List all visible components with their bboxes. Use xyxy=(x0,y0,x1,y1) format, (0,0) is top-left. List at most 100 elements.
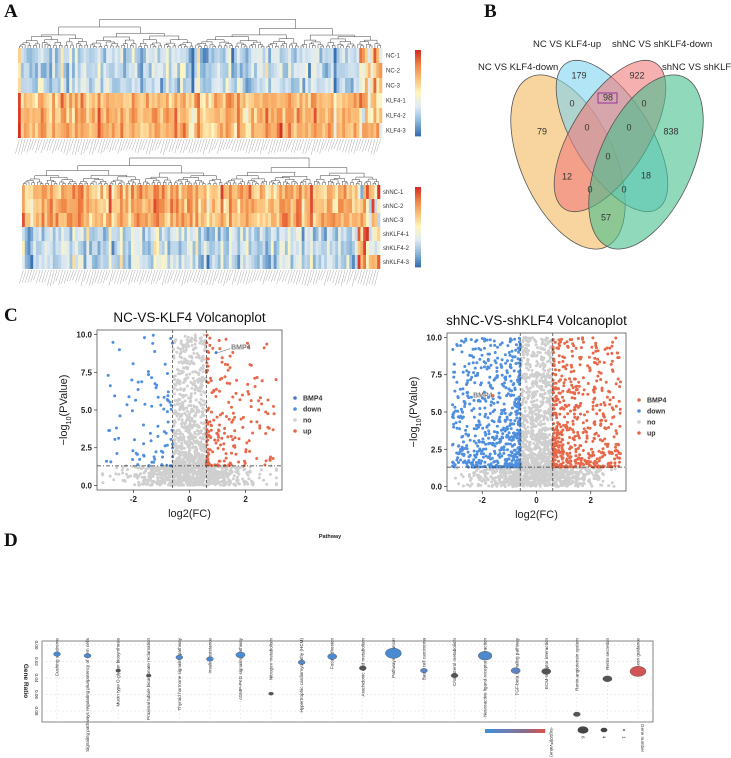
heatmap-cell xyxy=(35,199,40,213)
heatmap-cell xyxy=(22,227,26,241)
heatmap-cell xyxy=(63,199,68,213)
dendrogram-branch xyxy=(346,46,350,48)
heatmap-cell xyxy=(83,93,87,108)
point-no xyxy=(486,478,490,482)
gene-label xyxy=(60,138,66,153)
gene-label xyxy=(242,269,248,284)
dendrogram-branch xyxy=(280,44,285,48)
heatmap-cell xyxy=(265,227,269,241)
point-no xyxy=(193,379,197,383)
heatmap-cell xyxy=(108,255,112,269)
heatmap-cell xyxy=(316,108,320,123)
heatmap-cell xyxy=(43,48,47,63)
heatmap-cell xyxy=(251,93,255,108)
heatmap-cell xyxy=(119,199,123,213)
heatmap-cell xyxy=(137,63,141,78)
heatmap-cell xyxy=(254,227,258,241)
heatmap-cell xyxy=(324,255,328,269)
point-no xyxy=(175,402,179,406)
dendrogram-branch xyxy=(303,179,311,184)
heatmap-cell xyxy=(133,199,137,213)
heatmap-cell xyxy=(80,93,84,108)
heatmap-cell xyxy=(312,255,316,269)
colorbar-segment xyxy=(415,251,421,254)
heatmap-cell xyxy=(217,227,221,241)
heatmap-cell xyxy=(265,108,269,123)
heatmap-cell xyxy=(288,93,292,108)
heatmap-cell xyxy=(236,108,241,123)
heatmap-cell xyxy=(226,213,230,227)
heatmap-cell xyxy=(379,108,383,123)
heatmap-cell xyxy=(94,108,98,123)
dendrogram-branch xyxy=(53,44,57,48)
heatmap-cell xyxy=(57,63,61,78)
heatmap-cell xyxy=(187,255,191,269)
heatmap-cell xyxy=(128,123,133,138)
heatmap-cell xyxy=(225,93,229,108)
heatmap-cell xyxy=(268,255,272,269)
point-no xyxy=(531,400,535,404)
point-no xyxy=(190,457,194,461)
heatmap-cell xyxy=(126,108,130,123)
panel-letter-a: A xyxy=(4,1,18,22)
heatmap-cell xyxy=(279,63,283,78)
gene-label xyxy=(298,269,304,283)
gene-label xyxy=(211,138,216,151)
heatmap-cell xyxy=(242,108,246,123)
heatmap-cell xyxy=(332,185,336,199)
heatmap-cell xyxy=(38,185,42,199)
heatmap-cell xyxy=(262,199,266,213)
heatmap-cell xyxy=(228,123,232,138)
heatmap-cell xyxy=(326,241,330,255)
y-tick-label: 7.5 xyxy=(81,368,93,377)
heatmap-cell xyxy=(343,213,347,227)
point-no xyxy=(193,342,197,346)
point-up xyxy=(220,436,224,440)
gene-label xyxy=(117,138,123,155)
point-no xyxy=(583,477,587,480)
heatmap-cell xyxy=(256,185,261,199)
point-down xyxy=(130,409,134,413)
dendrogram-branch xyxy=(236,42,244,47)
point-no xyxy=(183,406,187,410)
dendrogram-branch xyxy=(31,36,52,41)
heatmap-cell xyxy=(117,199,121,213)
point-up xyxy=(227,417,231,421)
heatmap-cell xyxy=(159,227,163,241)
heatmap-cell xyxy=(191,63,195,78)
heatmap-cell xyxy=(164,255,168,269)
gene-label xyxy=(91,269,97,285)
heatmap-cell xyxy=(80,78,84,93)
point-up xyxy=(245,441,249,445)
heatmap-cell xyxy=(330,48,334,63)
heatmap-cell xyxy=(240,199,244,213)
point-no xyxy=(274,482,278,486)
heatmap-cell xyxy=(310,255,314,269)
heatmap-cell xyxy=(154,48,158,63)
heatmap-cell xyxy=(134,48,138,63)
heatmap-cell xyxy=(226,185,230,199)
heatmap-cell xyxy=(305,63,309,78)
dendrogram-branch xyxy=(363,39,378,44)
dendrogram-branch xyxy=(149,35,180,40)
colorbar-segment xyxy=(415,105,421,109)
colorbar-segment xyxy=(415,239,421,242)
point-no xyxy=(536,346,539,350)
point-up xyxy=(246,390,250,393)
heatmap-cell xyxy=(66,78,70,93)
point-no xyxy=(534,343,538,347)
point-no xyxy=(153,472,157,476)
point-no xyxy=(201,370,205,374)
heatmap-cell xyxy=(119,185,123,199)
heatmap-cell xyxy=(276,123,280,138)
heatmap-cell xyxy=(86,93,90,108)
point-no xyxy=(182,479,186,482)
heatmap-cell xyxy=(321,185,325,199)
point-up xyxy=(251,431,255,435)
gene-label xyxy=(23,138,29,152)
heatmap-cell xyxy=(259,213,263,227)
heatmap-cell xyxy=(159,213,163,227)
gene-label xyxy=(338,269,343,284)
point-down xyxy=(151,333,155,337)
heatmap-cell xyxy=(77,213,82,227)
